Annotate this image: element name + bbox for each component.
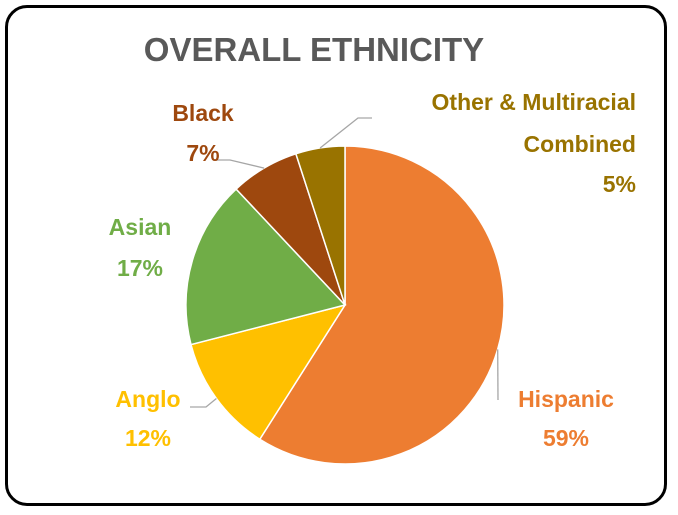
pie-slice-hispanic bbox=[258, 145, 505, 465]
label-other-line2: Combined bbox=[524, 131, 636, 157]
label-hispanic-value: 59% bbox=[543, 425, 589, 451]
label-other-value: 5% bbox=[603, 171, 636, 197]
chart-title: OVERALL ETHNICITY bbox=[144, 31, 484, 68]
pie-slices bbox=[185, 145, 505, 465]
label-anglo-value: 12% bbox=[125, 425, 171, 451]
leader-lines bbox=[190, 117, 499, 408]
pie-slice-anglo bbox=[190, 303, 347, 441]
leader-line-black bbox=[214, 159, 265, 169]
leader-line-other bbox=[319, 117, 372, 149]
label-anglo-name: Anglo bbox=[115, 386, 180, 412]
leader-line-anglo bbox=[190, 397, 217, 408]
label-hispanic-name: Hispanic bbox=[518, 386, 614, 412]
label-asian-value: 17% bbox=[117, 255, 163, 281]
label-asian-name: Asian bbox=[109, 214, 172, 240]
pie-slice-asian bbox=[185, 188, 347, 346]
label-other-name: Other & Multiracial bbox=[432, 89, 636, 115]
label-black-value: 7% bbox=[186, 140, 219, 166]
label-black-name: Black bbox=[172, 100, 234, 126]
